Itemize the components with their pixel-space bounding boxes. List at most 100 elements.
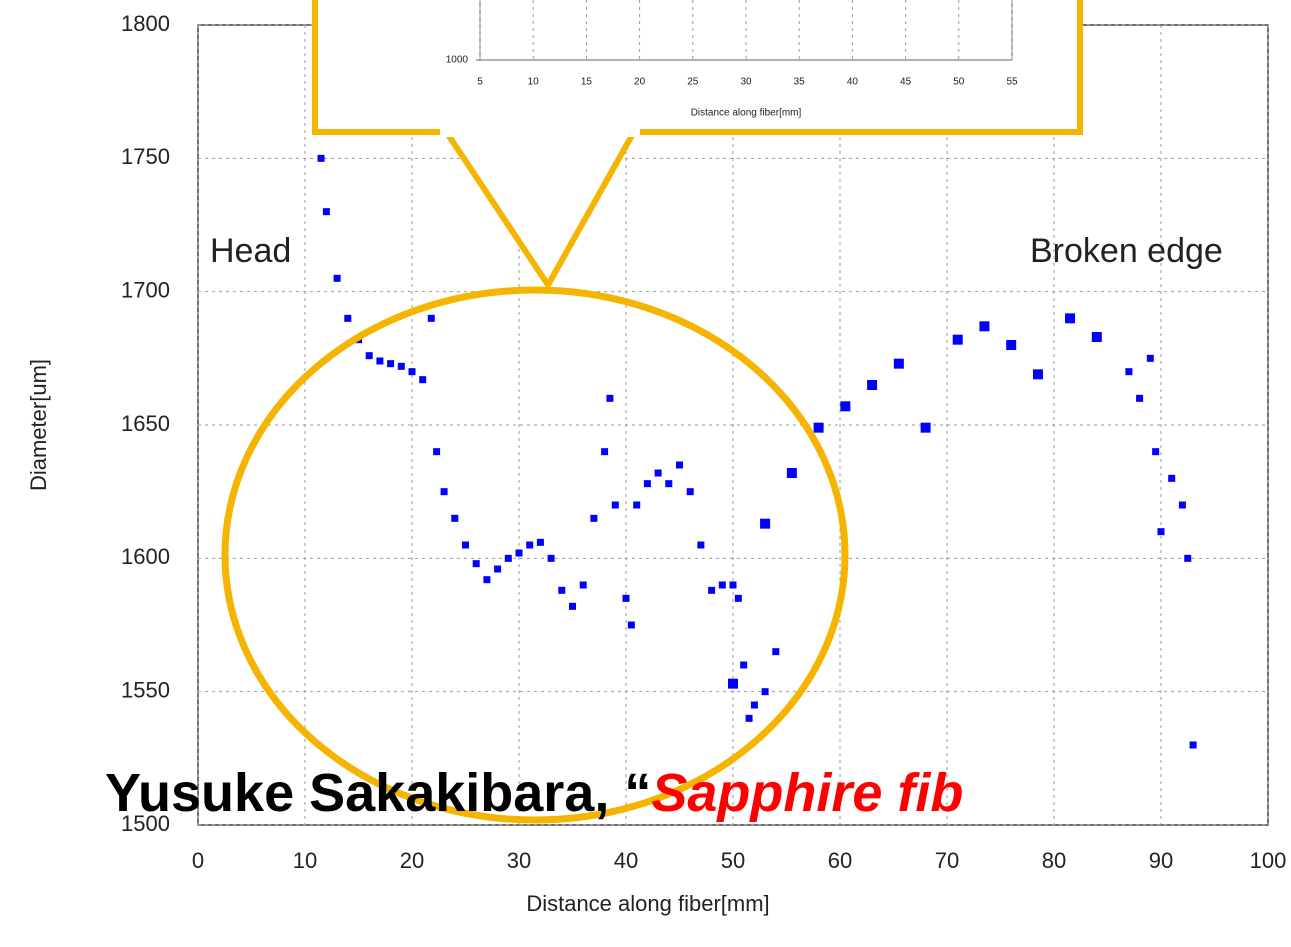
y-tick-label: 1000 <box>446 55 469 66</box>
data-point <box>627 621 635 629</box>
callout-pointer <box>439 127 641 291</box>
caption: Yusuke Sakakibara, “Sapphire fib <box>105 763 963 823</box>
x-tick-label: 60 <box>828 848 852 873</box>
data-point <box>622 594 630 602</box>
x-tick-label: 55 <box>1006 77 1018 88</box>
data-point <box>333 274 341 282</box>
data-point <box>397 362 405 370</box>
data-point <box>1032 369 1043 380</box>
data-point <box>611 501 619 509</box>
data-point <box>1168 474 1176 482</box>
data-point <box>840 401 851 412</box>
data-point <box>440 488 448 496</box>
x-tick-label: 80 <box>1042 848 1066 873</box>
data-point <box>728 678 738 689</box>
x-tick-label: 15 <box>581 77 593 88</box>
data-point <box>772 648 780 656</box>
data-point <box>344 314 352 322</box>
data-point <box>740 661 748 669</box>
x-tick-label: 10 <box>528 77 540 88</box>
y-tick-label: 1500 <box>121 811 170 836</box>
data-point <box>813 422 824 433</box>
data-point <box>893 358 904 369</box>
data-point <box>1136 394 1144 402</box>
y-axis-label: Diameter[um] <box>26 359 51 491</box>
data-point <box>1157 528 1165 536</box>
data-point <box>729 581 737 589</box>
data-point <box>745 714 753 722</box>
data-point <box>427 314 435 322</box>
data-point <box>1184 554 1192 562</box>
data-point <box>1091 332 1102 342</box>
data-point <box>408 368 416 376</box>
y-tick-label: 1700 <box>121 277 170 302</box>
x-tick-label: 70 <box>935 848 959 873</box>
data-point <box>451 514 459 522</box>
x-tick-label: 10 <box>293 848 317 873</box>
data-point <box>867 380 878 390</box>
data-point <box>686 488 694 496</box>
data-point <box>494 565 502 573</box>
data-point <box>433 448 441 456</box>
x-tick-label: 90 <box>1149 848 1173 873</box>
x-tick-label: 40 <box>847 77 859 88</box>
y-tick-label: 1750 <box>121 144 170 169</box>
data-point <box>697 541 705 549</box>
data-point <box>504 554 512 562</box>
data-point <box>665 480 673 488</box>
x-tick-label: 0 <box>192 848 204 873</box>
annotation: Head <box>210 232 291 270</box>
data-point <box>606 394 614 402</box>
data-point <box>1146 354 1154 362</box>
data-point <box>526 541 534 549</box>
data-point <box>920 422 931 433</box>
data-point <box>365 352 373 360</box>
data-point <box>536 538 544 546</box>
x-tick-label: 40 <box>614 848 638 873</box>
x-tick-label: 100 <box>1250 848 1287 873</box>
data-point <box>750 701 758 709</box>
y-tick-label: 1650 <box>121 411 170 436</box>
data-point <box>1006 340 1017 350</box>
x-tick-label: 50 <box>721 848 745 873</box>
x-tick-label: 20 <box>634 77 646 88</box>
callout-join <box>440 125 640 137</box>
data-point <box>633 501 641 509</box>
data-point <box>569 602 576 610</box>
x-tick-label: 50 <box>953 77 965 88</box>
data-point <box>1189 741 1197 749</box>
data-point <box>376 357 384 365</box>
data-point <box>1125 368 1133 376</box>
data-point <box>601 448 609 456</box>
data-point <box>734 594 742 602</box>
x-axis-label: Distance along fiber[mm] <box>691 108 802 119</box>
x-tick-label: 45 <box>900 77 912 88</box>
data-point <box>472 560 480 568</box>
data-point <box>760 518 771 529</box>
y-tick-label: 1600 <box>121 544 170 569</box>
data-point <box>462 541 469 549</box>
x-axis-label: Distance along fiber[mm] <box>526 891 769 916</box>
data-point <box>317 154 325 162</box>
data-point <box>708 586 716 594</box>
y-tick-label: 1800 <box>121 11 170 36</box>
data-point <box>786 468 797 478</box>
data-point <box>952 334 963 345</box>
x-tick-label: 35 <box>794 77 806 88</box>
data-point <box>1152 448 1160 456</box>
data-point <box>590 514 598 522</box>
data-point <box>579 581 587 589</box>
x-tick-label: 30 <box>507 848 531 873</box>
data-point <box>547 554 555 562</box>
inset-box <box>312 0 1083 135</box>
annotation: Broken edge <box>1030 232 1223 270</box>
x-tick-label: 25 <box>687 77 699 88</box>
data-point <box>515 549 523 557</box>
data-point <box>1065 313 1076 324</box>
y-tick-label: 1550 <box>121 677 170 702</box>
highlight-ellipse <box>221 286 849 824</box>
data-point <box>676 461 683 469</box>
x-tick-label: 5 <box>477 77 483 88</box>
data-point <box>483 576 491 584</box>
